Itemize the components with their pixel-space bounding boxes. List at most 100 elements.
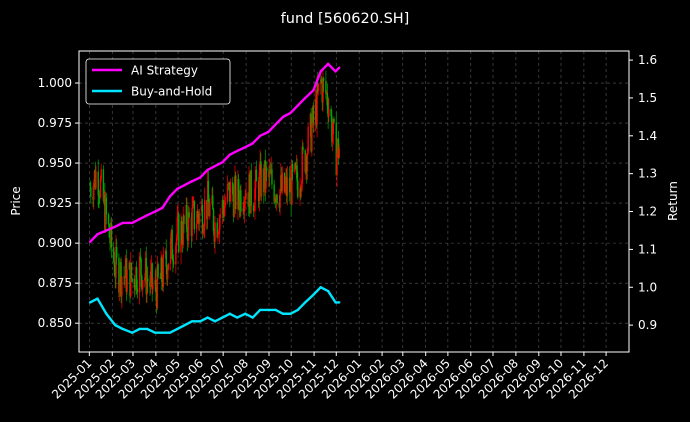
candle-body (120, 262, 122, 296)
candle-body (286, 177, 288, 197)
candle-body (128, 262, 130, 270)
candle-body (336, 153, 338, 176)
candle-body (123, 276, 125, 278)
candle-body (119, 262, 122, 285)
legend-label-buy-and-hold: Buy-and-Hold (131, 85, 212, 99)
candle-body (331, 115, 333, 142)
candle-body (335, 122, 337, 176)
candle-body (139, 256, 142, 259)
candle-body (110, 222, 112, 244)
point-buy-and-hold (183, 323, 186, 327)
point-ai-strategy (334, 70, 337, 73)
point-buy-and-hold (281, 312, 285, 315)
candle-body (316, 83, 318, 126)
candle-body (322, 78, 324, 103)
candle-body (271, 169, 273, 185)
candle-body (306, 152, 309, 172)
candle-body (266, 168, 268, 171)
point-ai-strategy (236, 149, 239, 153)
y-left-tick-label: 0.925 (38, 196, 72, 210)
candle-body (240, 190, 242, 212)
candle-body (186, 232, 189, 241)
candle-body (221, 200, 224, 215)
y-left-tick-label: 0.850 (38, 316, 72, 330)
candle-body (157, 264, 159, 277)
candle-body (321, 81, 323, 103)
y-left-tick-label: 0.875 (38, 276, 72, 290)
y-right-tick-label: 1.2 (638, 205, 657, 219)
candle-body (166, 266, 168, 280)
candle-body (291, 163, 294, 172)
point-buy-and-hold (244, 312, 247, 315)
candle-body (320, 79, 323, 82)
candle-body (300, 188, 302, 192)
candle-body (131, 278, 133, 280)
candle-body (108, 224, 111, 238)
candle-body (172, 261, 175, 265)
point-ai-strategy (228, 153, 232, 156)
candle-body (206, 199, 208, 220)
candle-body (237, 179, 240, 201)
candle-body (263, 160, 266, 193)
candle-body (114, 274, 116, 278)
candle-body (268, 170, 270, 178)
point-ai-strategy (274, 123, 277, 126)
candle-body (260, 161, 262, 197)
candle-body (102, 169, 105, 201)
plot-frame (78, 50, 630, 353)
point-buy-and-hold (289, 312, 292, 315)
candle-body (155, 279, 157, 293)
candle-body (227, 184, 230, 185)
y-right-tick-label: 1.4 (638, 129, 657, 143)
candle-body (113, 261, 116, 275)
point-ai-strategy (213, 164, 217, 168)
point-buy-and-hold (334, 301, 337, 304)
candle-body (257, 181, 260, 202)
candle-body (305, 156, 308, 172)
candle-body (328, 108, 330, 118)
candle-body (311, 107, 314, 126)
candle-body (311, 125, 313, 152)
candle-body (255, 169, 258, 182)
y-left-tick-label: 0.950 (38, 156, 72, 170)
point-buy-and-hold (199, 320, 202, 323)
candle-body (155, 292, 158, 309)
candle-body (183, 215, 185, 225)
point-ai-strategy (267, 130, 270, 134)
point-ai-strategy (296, 104, 300, 107)
candle-body (186, 204, 188, 233)
point-buy-and-hold (213, 320, 217, 323)
y-right-tick-label: 1.6 (638, 53, 657, 67)
candle-body (176, 217, 179, 238)
candle-body (172, 258, 174, 262)
candle-body (307, 126, 309, 153)
candle-body (124, 277, 126, 279)
y-right-tick-label: 1.5 (638, 91, 657, 105)
candle-body (281, 173, 283, 191)
candle-body (188, 212, 190, 218)
candle-body (124, 258, 127, 278)
candle-body (141, 280, 144, 290)
candle-body (201, 204, 203, 212)
candle-body (121, 276, 123, 296)
candle-body (305, 156, 307, 172)
y-right-tick-label: 1.3 (638, 167, 657, 181)
candle-body (315, 99, 317, 126)
candle-body (229, 182, 232, 202)
candle-body (234, 175, 236, 187)
candle-body (259, 161, 261, 172)
series-line-buy-and-hold (89, 286, 340, 334)
y-right-tick-label: 0.9 (638, 318, 657, 332)
candle-body (249, 170, 252, 214)
y-left-tick-label: 1.000 (38, 76, 72, 90)
candle-body (201, 204, 204, 234)
point-ai-strategy (138, 217, 141, 221)
candle-body (192, 202, 194, 208)
candle-body (235, 175, 237, 210)
candle-body (263, 168, 265, 193)
candle-body (98, 195, 100, 197)
point-buy-and-hold (312, 293, 315, 297)
candle-body (130, 263, 132, 297)
candle-body (104, 194, 106, 230)
candle-body (105, 197, 108, 215)
